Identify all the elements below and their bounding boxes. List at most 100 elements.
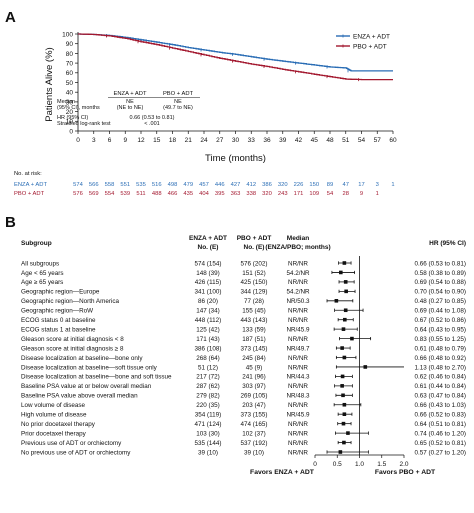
forest-row-median: NR/NR — [288, 317, 308, 324]
km-legend: ENZA + ADT PBO + ADT — [336, 33, 390, 50]
forest-row-enza: 147 (34) — [196, 308, 219, 315]
forest-row-hr: 0.64 (0.43 to 0.95) — [415, 326, 466, 333]
km-x-tick-label: 54 — [358, 137, 366, 144]
forest-rows: All subgroups 574 (154) 576 (202) NR/NR 0.66… — [21, 260, 466, 456]
forest-point-estimate — [334, 299, 339, 303]
forest-row-enza: 426 (115) — [195, 279, 222, 286]
km-x-tick-label: 45 — [311, 137, 319, 144]
forest-point-estimate — [342, 355, 347, 360]
forest-row-enza: 268 (64) — [196, 355, 219, 362]
forest-row-enza: 341 (100) — [195, 289, 222, 296]
forest-row-median: NR/45.9 — [286, 412, 310, 419]
km-y-tick-label: 70 — [66, 61, 74, 68]
forest-row-subgroup: Geographic region—Europe — [21, 289, 100, 296]
forest-row-hr: 0.67 (0.52 to 0.86) — [415, 317, 466, 324]
km-inset-value: NE — [126, 99, 134, 105]
km-x-tick-label: 12 — [137, 137, 145, 144]
km-at-risk-value: 1 — [391, 182, 394, 188]
km-x-tick-label: 39 — [279, 137, 287, 144]
forest-row-subgroup: Low volume of disease — [21, 402, 86, 409]
km-at-risk-value: 427 — [231, 182, 241, 188]
km-at-risk-value: 576 — [73, 191, 83, 197]
km-at-risk-value: 554 — [105, 191, 115, 197]
km-y-tick-label: 100 — [62, 31, 73, 38]
km-at-risk-value: 226 — [294, 182, 304, 188]
forest-row-subgroup: ECOG status 0 at baseline — [21, 317, 96, 324]
forest-row-enza: 103 (30) — [196, 430, 219, 437]
km-y-tick-label: 90 — [66, 41, 74, 48]
forest-row-pbo: 576 (202) — [241, 260, 268, 267]
km-at-risk-value: 435 — [183, 191, 193, 197]
km-at-risk-value: 446 — [215, 182, 225, 188]
forest-point-estimate — [343, 280, 348, 284]
km-x-tick-label: 60 — [389, 137, 397, 144]
km-at-risk-value: 109 — [309, 191, 319, 197]
forest-row-pbo: 155 (45) — [242, 308, 265, 315]
forest-point-estimate — [341, 327, 346, 331]
km-at-risk-value: 412 — [246, 182, 256, 188]
km-curve-enza — [78, 33, 393, 72]
km-x-tick-label: 57 — [374, 137, 382, 144]
forest-row-hr: 0.66 (0.43 to 1.03) — [415, 402, 466, 409]
forest-row-pbo: 303 (97) — [242, 383, 265, 390]
km-x-tick-label: 30 — [232, 137, 240, 144]
km-at-risk-value: 395 — [215, 191, 225, 197]
forest-row-median: NR/NR — [288, 421, 308, 428]
km-at-risk-label: ENZA + ADT — [14, 182, 47, 188]
forest-row-median: NR/48.3 — [286, 393, 310, 400]
forest-header-pbo-sub: No. (E) — [244, 244, 265, 251]
forest-row-subgroup: All subgroups — [21, 260, 59, 267]
forest-row-hr: 0.69 (0.54 to 0.88) — [415, 279, 466, 286]
forest-row-median: 54.2/NR — [286, 270, 310, 277]
forest-point-estimate — [342, 440, 346, 445]
forest-row-pbo: 203 (47) — [242, 402, 265, 409]
forest-row-enza: 574 (154) — [195, 260, 222, 267]
forest-x-tick-label: 1.0 — [355, 461, 364, 468]
km-at-risk-value: 17 — [358, 182, 364, 188]
km-x-tick-label: 6 — [108, 137, 112, 144]
forest-row-hr: 0.66 (0.52 to 0.83) — [415, 412, 466, 419]
forest-x-tick-label: 2.0 — [399, 461, 408, 468]
km-x-tick-label: 0 — [76, 137, 80, 144]
km-at-risk-value: 171 — [294, 191, 304, 197]
km-at-risk-value: 386 — [262, 182, 272, 188]
forest-row-subgroup: Gleason score at initial diagnosis < 8 — [21, 336, 124, 343]
forest-row-pbo: 537 (192) — [241, 440, 268, 447]
forest-row-pbo: 443 (143) — [241, 317, 268, 324]
panel-a-label: A — [5, 9, 16, 26]
forest-point-estimate — [346, 431, 350, 435]
forest-x-tick-label: 0 — [313, 461, 317, 468]
km-at-risk-value: 457 — [199, 182, 209, 188]
km-at-risk-value: 558 — [105, 182, 115, 188]
forest-row-median: NR/NR — [288, 279, 308, 286]
forest-row-median: NR/NR — [288, 355, 308, 362]
forest-row-subgroup: Geographic region—RoW — [21, 308, 93, 315]
forest-row-enza: 535 (144) — [195, 440, 222, 447]
forest-point-estimate — [363, 365, 368, 369]
forest-row-hr: 0.48 (0.27 to 0.85) — [415, 298, 466, 305]
forest-row-median: NR/49.7 — [286, 345, 310, 352]
forest-row-enza: 471 (124) — [195, 421, 222, 428]
km-inset-row-label: Stratified log-rank test — [57, 121, 111, 127]
forest-row-subgroup: Age ≥ 65 years — [21, 279, 63, 286]
forest-row-subgroup: High volume of disease — [21, 412, 87, 419]
forest-point-estimate — [342, 402, 347, 407]
km-x-tick-label: 3 — [92, 137, 96, 144]
forest-header-hr: HR (95% CI) — [429, 240, 466, 247]
km-y-tick-label: 0 — [69, 128, 73, 135]
forest-row-median: NR/NR — [288, 260, 308, 267]
forest-row-median: NR/NR — [288, 336, 308, 343]
forest-row-hr: 0.62 (0.46 to 0.84) — [415, 374, 466, 381]
forest-axis: 0 0.5 1.0 1.5 2.0 Favors ENZA + ADT Favors PBO… — [250, 256, 436, 476]
km-x-tick-label: 33 — [248, 137, 256, 144]
forest-row-enza: 148 (39) — [196, 270, 219, 277]
forest-row-hr: 0.69 (0.44 to 1.08) — [415, 308, 466, 315]
forest-row-pbo: 102 (37) — [242, 430, 265, 437]
forest-row-hr: 0.64 (0.51 to 0.81) — [415, 421, 466, 428]
km-at-risk-value: 466 — [168, 191, 178, 197]
km-y-tick-label: 10 — [66, 119, 74, 126]
km-inset-row-label: (95% CI), months — [57, 105, 100, 111]
forest-x-tick-label: 0.5 — [333, 461, 342, 468]
forest-row-subgroup: ECOG status 1 at baseline — [21, 326, 96, 333]
km-at-risk-value: 479 — [183, 182, 193, 188]
